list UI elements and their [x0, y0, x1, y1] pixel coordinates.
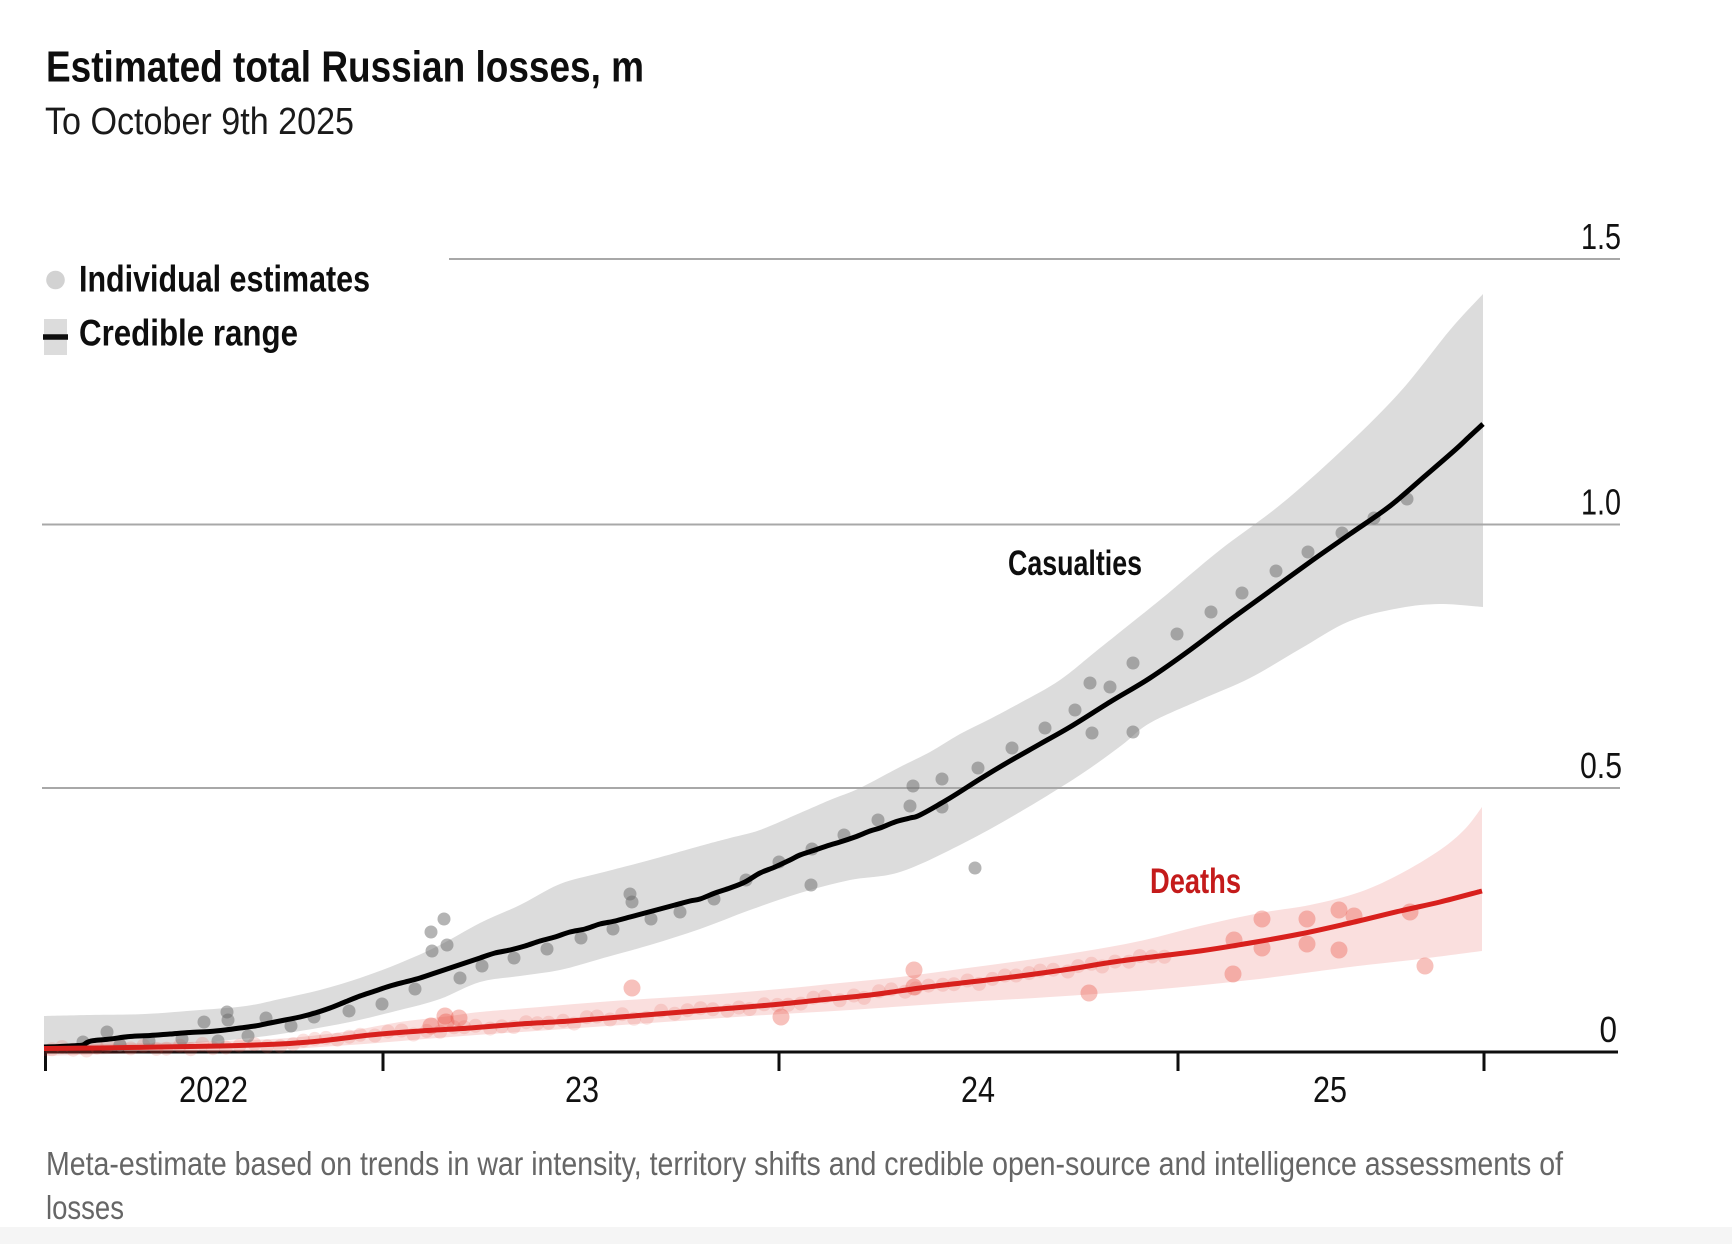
svg-text:1.0: 1.0 — [1581, 482, 1621, 523]
svg-text:1.5: 1.5 — [1581, 216, 1621, 257]
svg-text:23: 23 — [565, 1069, 599, 1110]
svg-text:losses: losses — [46, 1189, 124, 1226]
svg-text:24: 24 — [961, 1069, 995, 1110]
svg-text:Estimated total Russian losses: Estimated total Russian losses, m — [46, 43, 644, 92]
svg-text:0.5: 0.5 — [1580, 745, 1622, 786]
svg-text:Casualties: Casualties — [1008, 544, 1142, 583]
svg-text:Credible range: Credible range — [79, 313, 298, 354]
svg-text:2022: 2022 — [179, 1069, 248, 1110]
svg-text:To October 9th 2025: To October 9th 2025 — [45, 101, 354, 143]
svg-text:Deaths: Deaths — [1150, 862, 1241, 901]
svg-text:Meta-estimate based on trends: Meta-estimate based on trends in war int… — [46, 1145, 1564, 1182]
svg-text:25: 25 — [1313, 1069, 1347, 1110]
svg-text:0: 0 — [1600, 1009, 1618, 1050]
svg-text:Individual estimates: Individual estimates — [79, 259, 370, 300]
